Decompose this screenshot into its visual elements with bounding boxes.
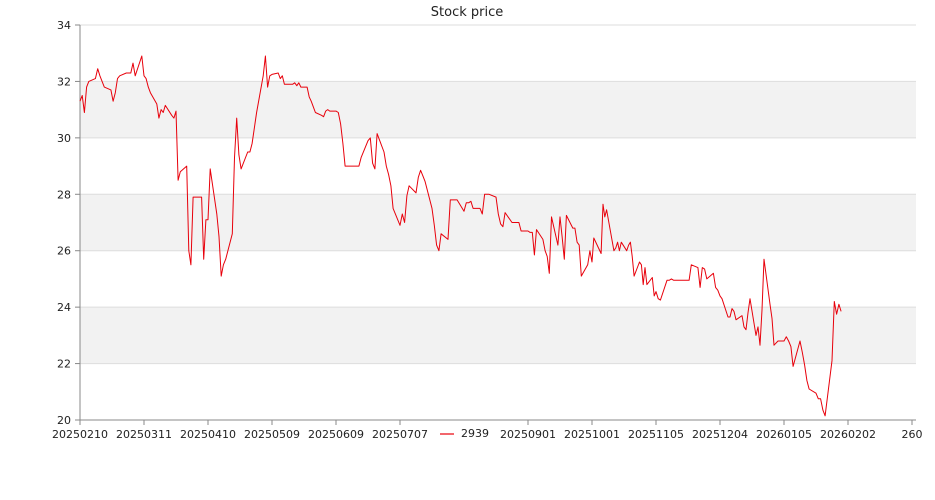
x-tick-label: 20251204: [692, 428, 748, 441]
y-tick-label: 20: [57, 414, 71, 427]
series-line: [79, 55, 842, 417]
legend-label: 2939: [461, 427, 489, 440]
axes: [79, 25, 916, 421]
plot-band: [80, 81, 916, 138]
x-tick-label: 20250410: [180, 428, 236, 441]
x-tick-label: 20251001: [564, 428, 620, 441]
plot-band: [80, 307, 916, 364]
x-tick-label: 20250509: [244, 428, 300, 441]
y-axis-ticks: 20 22 24 26 28 30 32 34: [57, 19, 80, 427]
x-tick-label: 20260202: [820, 428, 876, 441]
chart-title: Stock price: [431, 5, 503, 20]
y-tick-label: 30: [57, 132, 71, 145]
legend: 2939: [440, 427, 489, 440]
y-tick-label: 22: [57, 358, 71, 371]
x-tick-label: 20250707: [372, 428, 428, 441]
y-tick-label: 28: [57, 188, 71, 201]
x-tick-label: 20250311: [116, 428, 172, 441]
x-axis-ticks: 20250210 20250311 20250410 20250509 20250609…: [52, 420, 923, 441]
y-tick-label: 32: [57, 75, 71, 88]
x-tick-label: 20260105: [756, 428, 812, 441]
x-tick-label: 20251105: [628, 428, 684, 441]
x-tick-label: 20250210: [52, 428, 108, 441]
y-tick-label: 24: [57, 301, 71, 314]
x-tick-label: 20250901: [500, 428, 556, 441]
y-tick-label: 34: [57, 19, 71, 32]
series-lines: [79, 55, 842, 417]
plot-bands: [80, 81, 916, 364]
x-tick-label: 20250609: [308, 428, 364, 441]
x-tick-label: 260: [902, 428, 923, 441]
y-tick-label: 26: [57, 245, 71, 258]
